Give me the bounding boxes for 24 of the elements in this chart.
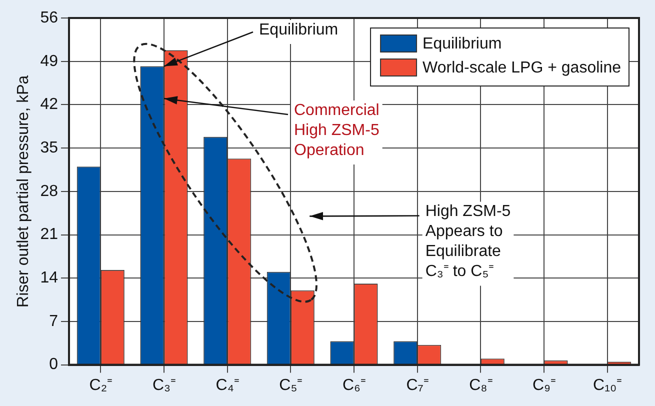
x-tick-label: C₇⁼ <box>406 376 428 394</box>
y-tick-label: 28 <box>40 182 58 200</box>
annotation: Equilibrium <box>258 21 338 38</box>
x-tick-label: C₃⁼ <box>152 376 176 394</box>
y-tick-label: 14 <box>40 270 58 287</box>
annotation: High ZSM-5 Appears to Equilibrate C₃⁼ to C₅⁼ <box>425 203 511 280</box>
y-tick-label: 49 <box>40 52 58 70</box>
y-tick-label: 21 <box>40 226 58 244</box>
x-tick-label: C₉⁼ <box>532 376 556 394</box>
y-tick-label: 7 <box>49 312 58 330</box>
x-tick-label: C₅⁼ <box>279 376 302 394</box>
y-tick-label: 56 <box>40 9 58 26</box>
y-tick-label: 35 <box>40 139 58 156</box>
y-tick-label: 42 <box>40 96 58 114</box>
x-tick-label: C₈⁼ <box>469 376 492 394</box>
y-tick-label: 0 <box>49 356 58 374</box>
y-axis-title: Riser outlet partial pressure, kPa <box>15 75 32 308</box>
legend-label: World-scale LPG + gasoline <box>422 59 622 76</box>
x-tick-label: C₂⁼ <box>89 376 112 394</box>
annotation: Commercial High ZSM-5 Operation <box>294 102 380 159</box>
x-tick-label: C₄⁼ <box>216 376 239 394</box>
x-tick-label: C₁₀⁼ <box>593 376 622 394</box>
legend-label: Equilibrium <box>422 35 502 52</box>
x-tick-label: C₆⁼ <box>342 376 366 394</box>
